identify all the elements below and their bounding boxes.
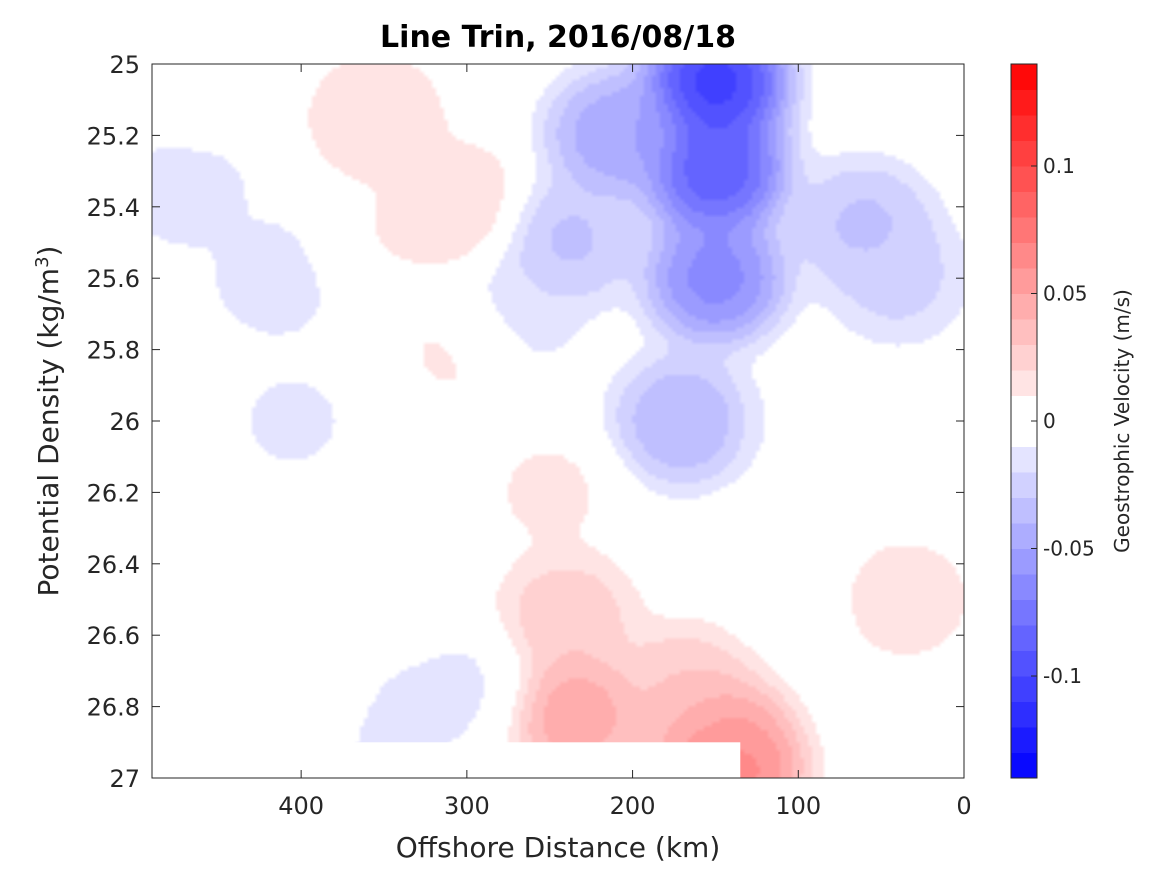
y-tick-label: 27 (109, 765, 140, 793)
colorbar-level (1011, 727, 1037, 753)
colorbar-level (1011, 421, 1037, 447)
colorbar: 0.1 0.05 0 -0.05 -0.1 Geostrophic Velocity (… (1010, 63, 1134, 779)
y-tick-label: 26.4 (87, 551, 140, 579)
colorbar-level (1011, 650, 1037, 677)
colorbar-tick-label: 0 (1043, 409, 1056, 433)
y-tick-label: 25.4 (87, 194, 140, 222)
velocity-contour-field (152, 64, 964, 778)
colorbar-level (1011, 140, 1037, 167)
x-tick-label: 100 (775, 792, 821, 820)
colorbar-level (1011, 395, 1037, 422)
y-tick-label: 26 (109, 408, 140, 436)
chart-title: Line Trin, 2016/08/18 (380, 20, 736, 55)
colorbar-level (1011, 293, 1037, 320)
colorbar-level (1011, 574, 1037, 600)
colorbar-level (1011, 64, 1037, 90)
colorbar-level (1011, 319, 1037, 345)
colorbar-level (1011, 89, 1037, 116)
y-axis-ticks: 25 25.2 25.4 25.6 25.8 26 26.2 26.4 26.6 26.8 27 (87, 51, 964, 793)
plot-area: 400 300 200 100 0 25 25.2 25.4 25.6 25.8 26 26.2 26… (87, 51, 972, 820)
colorbar-level (1011, 523, 1037, 549)
y-tick-label: 26.2 (87, 479, 140, 507)
y-tick-label: 26.8 (87, 694, 140, 722)
colorbar-level (1011, 497, 1037, 524)
colorbar-level (1011, 599, 1037, 626)
colorbar-level (1011, 370, 1037, 396)
colorbar-tick-label: -0.1 (1043, 664, 1082, 688)
colorbar-level (1011, 701, 1037, 728)
colorbar-level (1011, 191, 1037, 218)
colorbar-levels (1011, 63, 1037, 779)
y-tick-label: 25.8 (87, 337, 140, 365)
colorbar-level (1011, 166, 1037, 192)
y-tick-label: 25 (109, 51, 140, 79)
colorbar-level (1011, 217, 1037, 243)
x-tick-label: 300 (444, 792, 490, 820)
x-tick-label: 400 (278, 792, 324, 820)
colorbar-level (1011, 268, 1037, 294)
y-tick-label: 25.2 (87, 122, 140, 150)
colorbar-level (1011, 676, 1037, 702)
x-axis-label: Offshore Distance (km) (396, 831, 721, 864)
y-tick-label: 25.6 (87, 265, 140, 293)
y-axis-label-superscript: 3 (32, 256, 53, 267)
colorbar-level (1011, 625, 1037, 651)
colorbar-level (1011, 472, 1037, 498)
colorbar-tick-label: -0.05 (1043, 537, 1095, 561)
no-data-region (152, 742, 741, 778)
colorbar-label: Geostrophic Velocity (m/s) (1110, 289, 1134, 553)
colorbar-tick-label: 0.1 (1043, 154, 1075, 178)
colorbar-tick-label: 0.05 (1043, 282, 1088, 306)
colorbar-level (1011, 548, 1037, 575)
y-tick-label: 26.6 (87, 622, 140, 650)
colorbar-level (1011, 242, 1037, 269)
colorbar-ticks: 0.1 0.05 0 -0.05 -0.1 (1031, 154, 1095, 688)
x-axis-ticks: 400 300 200 100 0 (278, 64, 972, 820)
x-tick-label: 0 (956, 792, 971, 820)
colorbar-level (1011, 344, 1037, 371)
y-axis-label: Potential Density (kg/m3) (32, 246, 65, 597)
x-tick-label: 200 (610, 792, 656, 820)
colorbar-level (1011, 752, 1037, 779)
colorbar-level (1011, 115, 1037, 141)
colorbar-level (1011, 446, 1037, 473)
